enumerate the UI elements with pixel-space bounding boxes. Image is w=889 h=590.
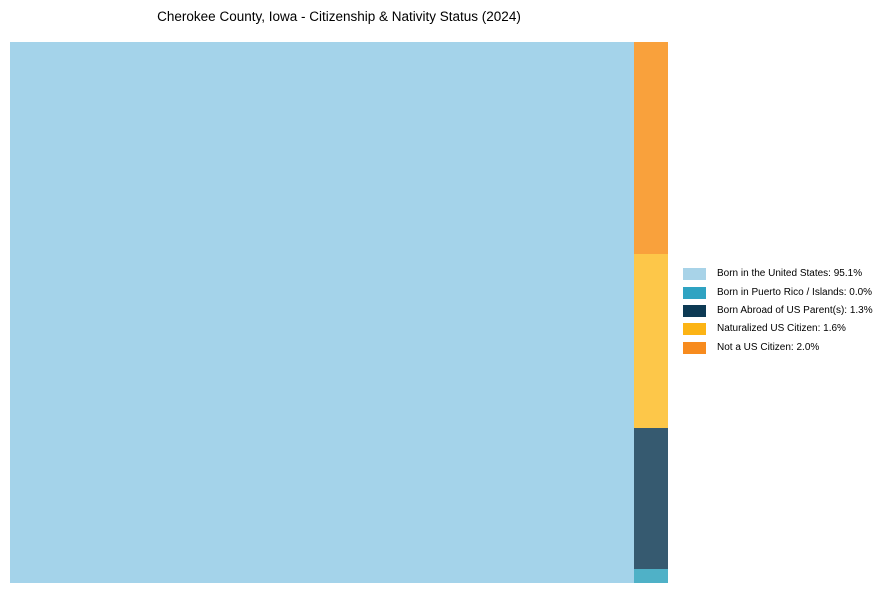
legend-swatch-icon bbox=[683, 304, 706, 317]
treemap-tile-naturalized-us-citizen bbox=[634, 254, 668, 428]
legend-row-born-in-puerto-rico-islands: Born in Puerto Rico / Islands: 0.0% bbox=[683, 283, 873, 301]
legend-swatch-icon bbox=[683, 341, 706, 354]
legend-label: Born Abroad of US Parent(s): 1.3% bbox=[717, 304, 873, 316]
legend-row-not-a-us-citizen: Not a US Citizen: 2.0% bbox=[683, 339, 873, 357]
treemap-tile-not-a-us-citizen bbox=[634, 42, 668, 254]
legend-swatch-icon bbox=[683, 268, 706, 281]
chart-title: Cherokee County, Iowa - Citizenship & Na… bbox=[157, 9, 521, 24]
treemap-tile-born-in-puerto-rico-islands bbox=[634, 569, 668, 583]
legend-swatch-icon bbox=[683, 323, 706, 336]
treemap-tile-born-abroad-of-us-parents bbox=[634, 428, 668, 569]
legend-label: Naturalized US Citizen: 1.6% bbox=[717, 323, 846, 335]
treemap-plot-area bbox=[10, 42, 668, 583]
legend-label: Not a US Citizen: 2.0% bbox=[717, 341, 820, 353]
legend-row-born-abroad-of-us-parents: Born Abroad of US Parent(s): 1.3% bbox=[683, 302, 873, 320]
legend-swatch-icon bbox=[683, 286, 706, 299]
legend-label: Born in Puerto Rico / Islands: 0.0% bbox=[717, 286, 873, 298]
legend-row-naturalized-us-citizen: Naturalized US Citizen: 1.6% bbox=[683, 320, 873, 338]
legend: Born in the United States: 95.1% Born in… bbox=[683, 265, 873, 357]
treemap-tile-born-in-united-states bbox=[10, 42, 634, 583]
legend-label: Born in the United States: 95.1% bbox=[717, 268, 863, 280]
legend-row-born-in-united-states: Born in the United States: 95.1% bbox=[683, 265, 873, 283]
